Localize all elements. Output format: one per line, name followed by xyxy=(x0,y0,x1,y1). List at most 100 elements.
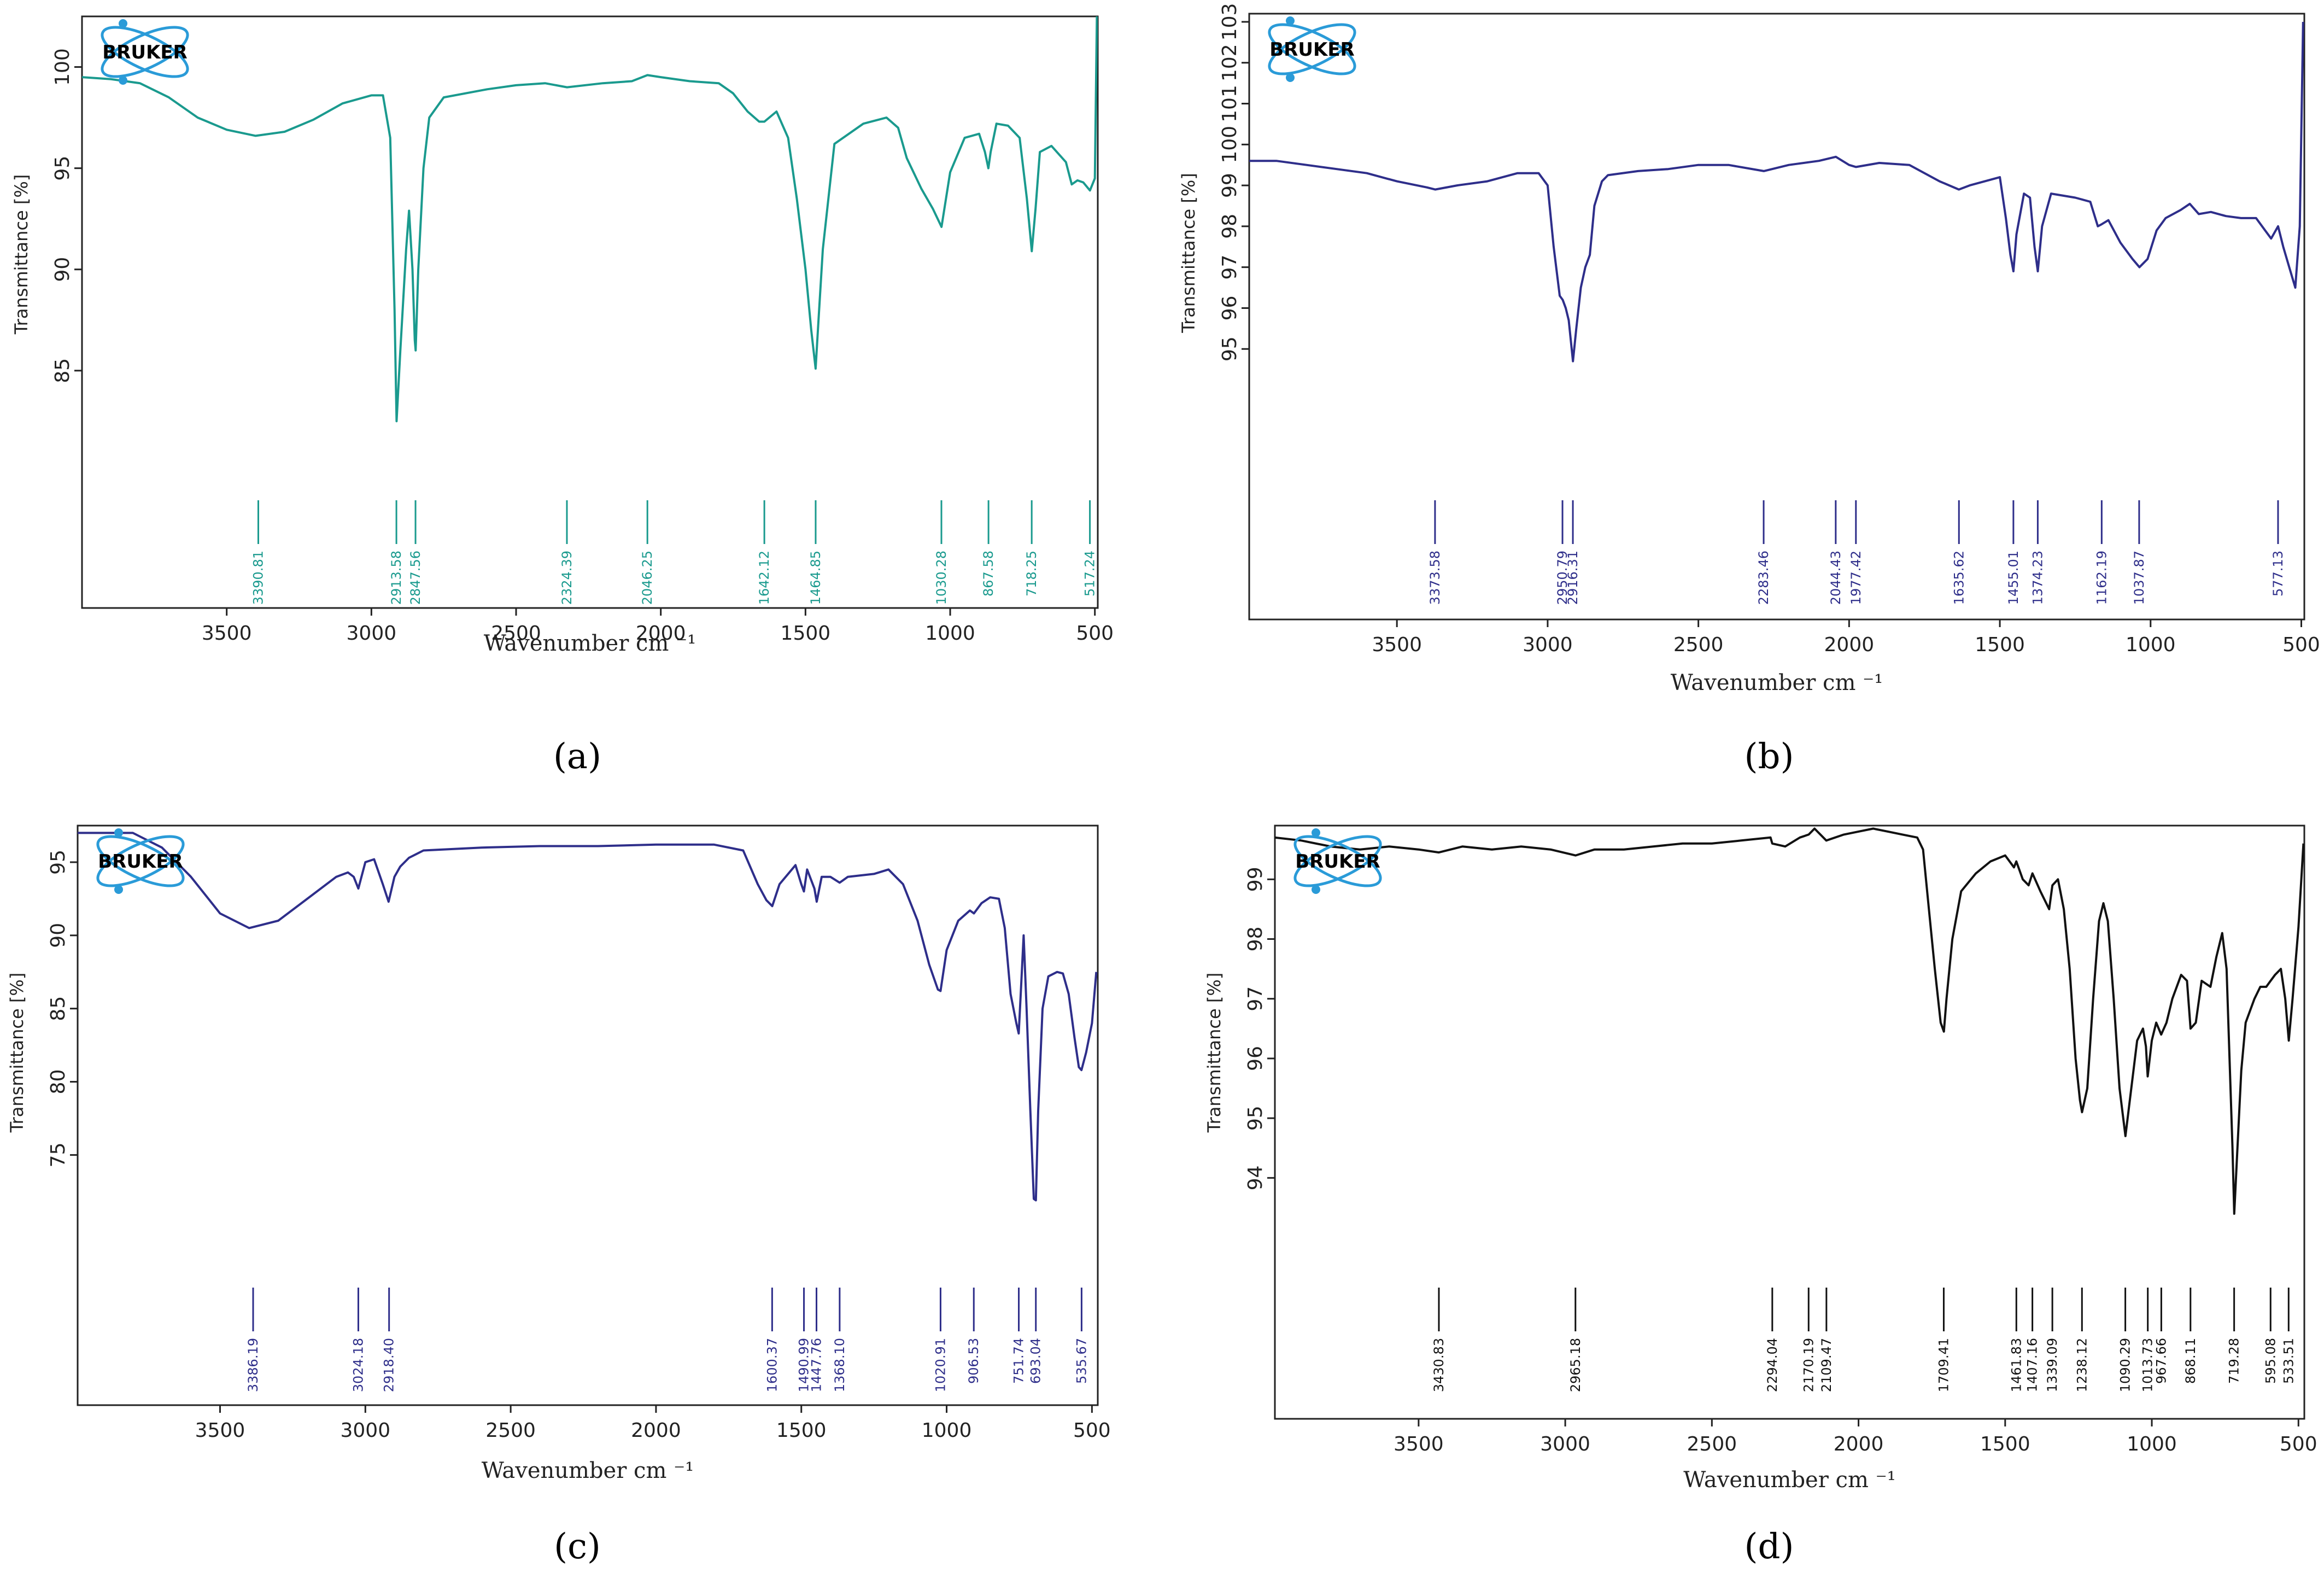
y-tick-label: 98 xyxy=(1219,214,1241,239)
x-tick-label: 1000 xyxy=(2126,634,2176,656)
peak-label: 2916.31 xyxy=(1565,551,1580,605)
x-tick-label: 1000 xyxy=(925,622,975,645)
peak-label: 2294.04 xyxy=(1765,1338,1780,1392)
peak-label: 1013.73 xyxy=(2140,1338,2156,1392)
y-tick-label: 100 xyxy=(51,48,74,86)
x-tick-label: 3000 xyxy=(340,1419,390,1442)
logo-dot xyxy=(1286,16,1295,25)
y-tick-label: 85 xyxy=(47,996,69,1021)
spectrum-line xyxy=(78,832,1098,1202)
peak-label: 2324.39 xyxy=(559,551,575,605)
peak-label: 3430.83 xyxy=(1431,1338,1447,1392)
bruker-logo: BRUKER xyxy=(101,19,189,85)
x-tick-label: 500 xyxy=(2280,1433,2317,1455)
peak-label: 1490.99 xyxy=(797,1338,812,1392)
logo-orbit xyxy=(96,835,185,887)
peak-label: 2918.40 xyxy=(382,1338,397,1392)
peak-label: 2283.46 xyxy=(1756,551,1771,605)
peak-label: 1030.28 xyxy=(934,551,949,605)
x-tick-label: 1500 xyxy=(776,1419,827,1442)
logo-orbit xyxy=(101,26,189,78)
x-tick-label: 3000 xyxy=(1523,634,1573,656)
y-axis-label: Transmittance [%] xyxy=(11,174,32,335)
logo-orbit xyxy=(96,835,185,887)
peak-label: 1407.16 xyxy=(2025,1338,2040,1392)
peak-label: 1238.12 xyxy=(2074,1338,2089,1392)
peak-label: 577.13 xyxy=(2270,551,2286,597)
x-tick-label: 2000 xyxy=(1834,1433,1884,1455)
caption-c: (c) xyxy=(554,1527,601,1567)
y-axis-label: Transmittance [%] xyxy=(7,973,27,1133)
bruker-logo: BRUKER xyxy=(1293,828,1382,894)
plot-frame xyxy=(1248,13,2305,621)
y-tick-label: 95 xyxy=(51,156,74,181)
x-tick-label: 3500 xyxy=(195,1419,245,1442)
y-tick-label: 95 xyxy=(1244,1106,1267,1131)
x-tick-label: 500 xyxy=(1073,1419,1111,1442)
y-tick-label: 95 xyxy=(47,850,69,875)
peak-label: 2109.47 xyxy=(1819,1338,1834,1392)
peak-label: 1455.01 xyxy=(2006,551,2021,605)
caption-b: (b) xyxy=(1745,736,1794,777)
caption-d: (d) xyxy=(1745,1527,1794,1567)
y-tick-label: 98 xyxy=(1244,927,1267,952)
plot-frame xyxy=(77,824,1099,1406)
peak-label: 2170.19 xyxy=(1801,1338,1816,1392)
plot-frame xyxy=(81,15,1099,609)
y-tick-label: 101 xyxy=(1219,85,1241,122)
y-tick-label: 95 xyxy=(1219,336,1241,361)
y-tick-label: 102 xyxy=(1219,44,1241,81)
plot-frame xyxy=(1274,824,2305,1420)
chart-panel-c: 3500 3000 2500 2000 1500 1000 500 75 80 85 90 95 Wav… xyxy=(7,824,1111,1483)
x-axis-label: Wavenumber cm ⁻¹ xyxy=(484,631,696,656)
peak-label: 3390.81 xyxy=(250,551,266,605)
y-tick-label: 97 xyxy=(1244,986,1267,1011)
peak-label: 533.51 xyxy=(2281,1338,2296,1384)
peak-label: 967.66 xyxy=(2153,1338,2169,1384)
peak-label: 3373.58 xyxy=(1427,551,1443,605)
logo-dot xyxy=(114,885,123,894)
logo-orbit xyxy=(1293,835,1382,887)
logo-text: BRUKER xyxy=(1269,39,1354,61)
peak-label: 535.67 xyxy=(1074,1338,1089,1384)
peak-label: 1447.76 xyxy=(809,1338,824,1392)
x-tick-label: 500 xyxy=(1076,622,1114,645)
x-tick-label: 3500 xyxy=(1394,1433,1444,1455)
caption-a: (a) xyxy=(553,736,601,777)
x-tick-label: 3500 xyxy=(202,622,252,645)
x-tick-label: 2500 xyxy=(1673,634,1724,656)
peak-label: 2950.79 xyxy=(1555,551,1570,605)
peak-label: 2046.25 xyxy=(640,551,655,605)
bruker-logo: BRUKER xyxy=(1268,16,1356,82)
logo-text: BRUKER xyxy=(1295,851,1380,873)
peak-label: 1709.41 xyxy=(1936,1338,1951,1392)
peak-label: 1339.09 xyxy=(2045,1338,2060,1392)
x-tick-label: 2000 xyxy=(631,1419,681,1442)
y-tick-label: 96 xyxy=(1244,1046,1267,1071)
spectrum-line xyxy=(82,16,1098,423)
peak-label: 1642.12 xyxy=(757,551,772,605)
y-tick-label: 94 xyxy=(1244,1165,1267,1190)
y-tick-label: 75 xyxy=(47,1143,69,1168)
x-tick-label: 2500 xyxy=(491,622,541,645)
y-tick-label: 97 xyxy=(1219,255,1241,280)
spectrum-line xyxy=(1275,827,2304,1215)
peak-label: 693.04 xyxy=(1028,1338,1044,1384)
peak-label: 719.28 xyxy=(2227,1338,2242,1384)
logo-text: BRUKER xyxy=(98,851,183,873)
peak-label: 1374.23 xyxy=(2030,551,2045,605)
logo-dot xyxy=(119,19,127,28)
y-axis-label: Transmittance [%] xyxy=(1178,173,1199,333)
peak-label: 1090.29 xyxy=(2118,1338,2133,1392)
peak-label: 1977.42 xyxy=(1848,551,1864,605)
y-tick-label: 103 xyxy=(1219,3,1241,41)
peak-label: 867.58 xyxy=(981,551,996,597)
x-axis-label: Wavenumber cm ⁻¹ xyxy=(482,1458,694,1483)
peak-label: 1461.83 xyxy=(2009,1338,2024,1392)
peak-label: 517.24 xyxy=(1082,551,1098,597)
x-tick-label: 3000 xyxy=(1540,1433,1590,1455)
x-tick-label: 2000 xyxy=(636,622,686,645)
x-tick-label: 1500 xyxy=(1975,634,2025,656)
x-tick-label: 1000 xyxy=(2127,1433,2177,1455)
peak-label: 595.08 xyxy=(2263,1338,2278,1384)
